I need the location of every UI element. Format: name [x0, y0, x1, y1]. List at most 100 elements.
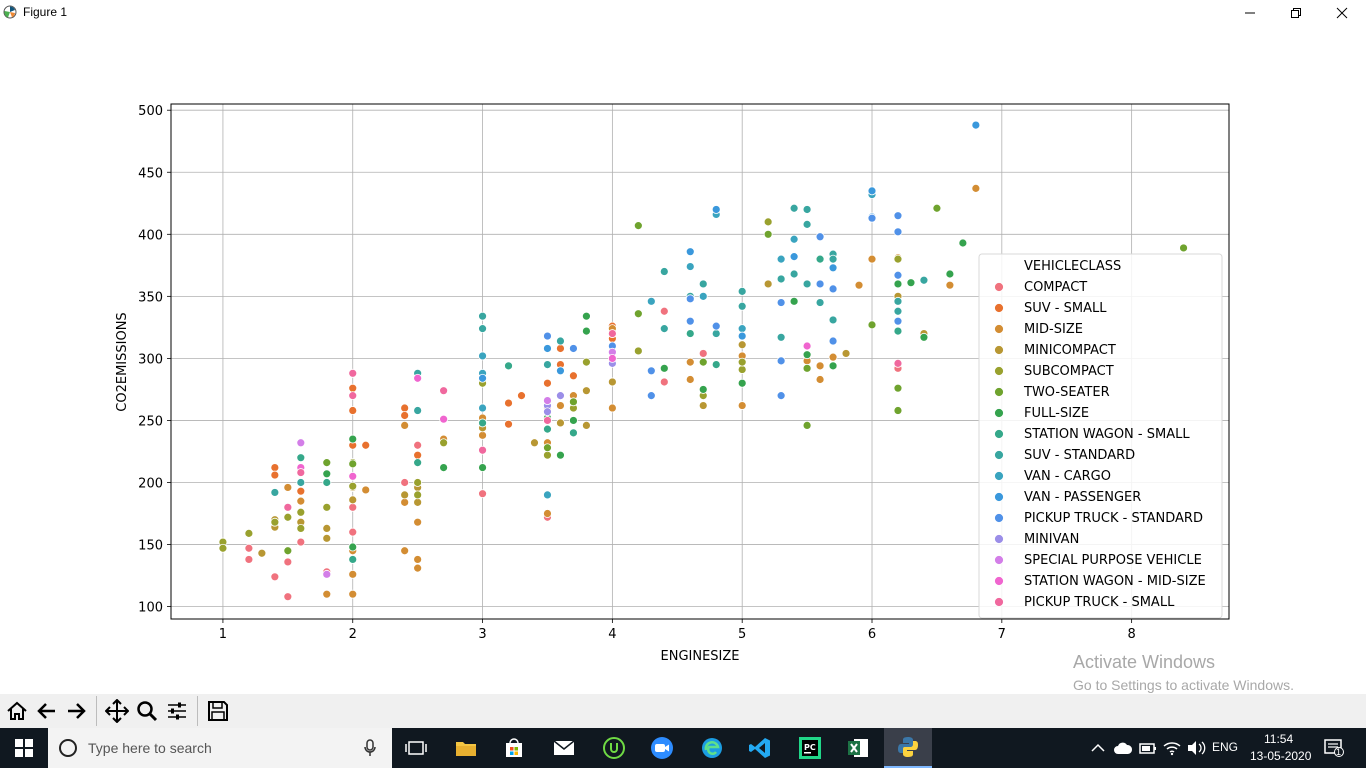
- data-point: [504, 419, 513, 429]
- data-point: [1179, 243, 1188, 253]
- data-point: [413, 490, 423, 500]
- excel-button[interactable]: [834, 728, 882, 768]
- vscode-button[interactable]: [736, 728, 784, 768]
- forward-button[interactable]: [62, 697, 90, 725]
- legend-label: STATION WAGON - MID-SIZE: [1024, 574, 1206, 589]
- zoom-app-button[interactable]: [638, 728, 686, 768]
- legend-label: VAN - CARGO: [1024, 469, 1111, 484]
- x-tick-label: 2: [349, 627, 357, 642]
- legend: VEHICLECLASS COMPACT SUV - SMALL MID-SIZE MI…: [978, 253, 1223, 619]
- data-point: [400, 546, 410, 556]
- legend-marker: [994, 450, 1004, 460]
- figure-canvas[interactable]: 1 2 3 4 5 6 7 8 100 150 200 250 300 350 400 450 500 ENGI…: [0, 26, 1366, 694]
- data-point: [296, 507, 306, 517]
- clock-date[interactable]: 13-05-2020: [1250, 749, 1312, 763]
- data-point: [633, 221, 643, 231]
- cloud-icon[interactable]: [1113, 741, 1133, 755]
- close-button[interactable]: [1319, 0, 1365, 26]
- data-point: [737, 331, 747, 341]
- data-point: [348, 383, 358, 393]
- data-point: [919, 275, 929, 285]
- series-points: [543, 358, 617, 417]
- taskbar-search-box[interactable]: Type here to search: [48, 728, 392, 768]
- legend-label: SUBCOMPACT: [1024, 364, 1114, 379]
- x-tick-label: 6: [868, 627, 876, 642]
- data-point: [659, 267, 669, 276]
- matplotlib-logo-icon: [3, 5, 17, 19]
- python-app-button[interactable]: [884, 728, 932, 768]
- y-tick-label: 350: [138, 290, 163, 305]
- wifi-icon[interactable]: [1163, 740, 1181, 756]
- data-point: [283, 502, 293, 512]
- data-point: [659, 377, 669, 387]
- upwork-button[interactable]: [590, 728, 638, 768]
- data-point: [556, 366, 565, 376]
- minimize-button[interactable]: [1227, 0, 1273, 26]
- x-tick-label: 3: [478, 627, 486, 642]
- data-point: [828, 254, 838, 264]
- data-point: [893, 279, 903, 289]
- data-point: [322, 524, 332, 533]
- data-point: [478, 351, 487, 361]
- data-point: [828, 263, 838, 273]
- data-point: [296, 537, 306, 547]
- start-button[interactable]: [0, 728, 48, 768]
- data-point: [893, 254, 903, 264]
- volume-icon[interactable]: [1186, 740, 1206, 756]
- data-point: [698, 401, 708, 410]
- configure-subplots-button[interactable]: [163, 697, 191, 725]
- data-point: [945, 269, 955, 279]
- legend-marker: [994, 597, 1004, 607]
- mail-button[interactable]: [540, 728, 588, 768]
- data-point: [893, 358, 903, 368]
- file-explorer-button[interactable]: [442, 728, 490, 768]
- data-point: [893, 326, 903, 336]
- activate-windows-hint: Go to Settings to activate Windows.: [1073, 677, 1294, 693]
- data-point: [607, 353, 617, 363]
- data-point: [478, 445, 487, 455]
- data-point: [763, 217, 773, 227]
- edge-button[interactable]: [688, 728, 736, 768]
- data-point: [815, 375, 825, 384]
- zoom-icon: [137, 701, 158, 722]
- data-point: [737, 324, 747, 334]
- zoom-button[interactable]: [133, 697, 161, 725]
- data-point: [958, 238, 968, 248]
- data-point: [802, 363, 812, 373]
- language-indicator[interactable]: ENG: [1212, 740, 1239, 754]
- data-point: [763, 229, 773, 239]
- battery-icon[interactable]: [1139, 741, 1157, 755]
- data-point: [543, 450, 552, 460]
- pycharm-button[interactable]: PC: [786, 728, 834, 768]
- restore-button[interactable]: [1273, 0, 1319, 26]
- save-button[interactable]: [204, 697, 232, 725]
- series-points: [543, 211, 903, 401]
- microsoft-store-button[interactable]: [490, 728, 538, 768]
- data-point: [802, 350, 812, 360]
- window-titlebar: Figure 1: [0, 0, 1366, 26]
- task-view-button[interactable]: [392, 728, 440, 768]
- y-tick-label: 300: [138, 352, 163, 367]
- data-point: [543, 360, 552, 370]
- data-point: [543, 443, 552, 453]
- data-point: [296, 468, 306, 477]
- legend-label: VAN - PASSENGER: [1024, 490, 1141, 505]
- data-point: [478, 430, 487, 440]
- data-point: [348, 406, 358, 415]
- data-point: [478, 403, 487, 413]
- notification-icon[interactable]: [1324, 739, 1344, 757]
- data-point: [776, 298, 786, 307]
- pan-button[interactable]: [103, 697, 131, 725]
- data-point: [543, 331, 552, 341]
- chevron-up-icon[interactable]: [1091, 742, 1105, 754]
- data-point: [582, 357, 591, 367]
- clock-time[interactable]: 11:54: [1264, 732, 1294, 746]
- data-point: [348, 368, 358, 378]
- data-point: [478, 324, 487, 334]
- data-point: [569, 397, 578, 407]
- data-point: [685, 262, 695, 271]
- data-point: [582, 326, 591, 336]
- back-button[interactable]: [33, 697, 61, 725]
- home-button[interactable]: [3, 697, 31, 725]
- search-icon: [59, 739, 77, 757]
